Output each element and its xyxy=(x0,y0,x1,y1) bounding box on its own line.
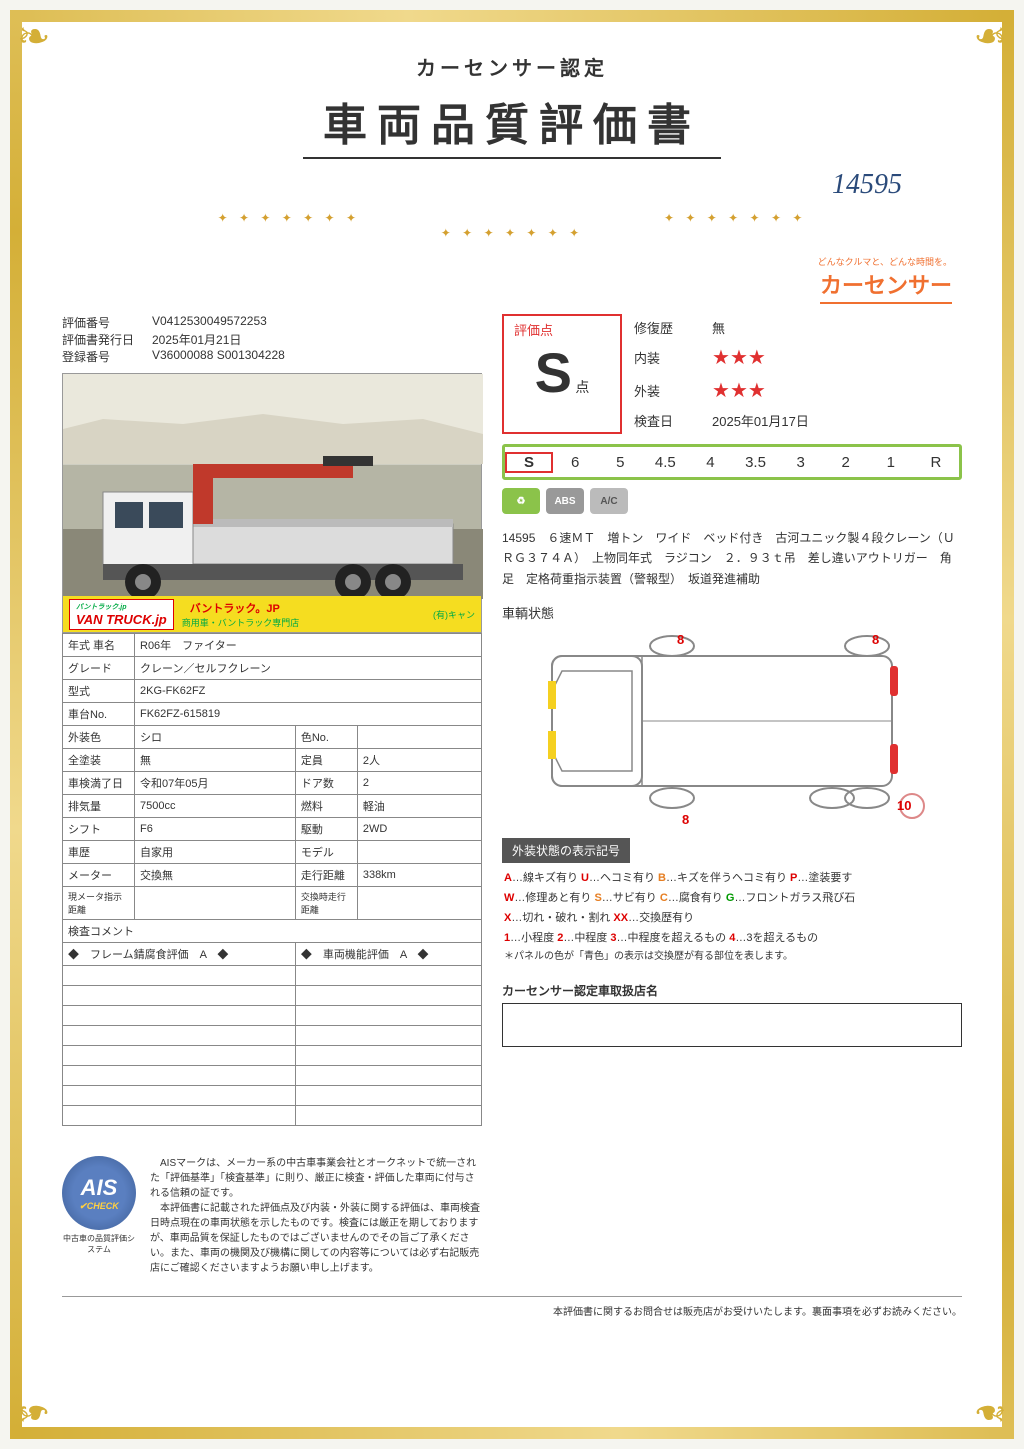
issue-date-label: 評価書発行日 xyxy=(62,331,152,348)
banner-tag: (有)キャン xyxy=(433,608,475,621)
interior-stars: ★★★ xyxy=(712,345,766,370)
brand-block: どんなクルマと、どんな時間を。 カーセンサー xyxy=(62,255,962,304)
ais-logo-wrap: AIS ✔CHECK 中古車の品質評価システム xyxy=(62,1156,136,1255)
repair-label: 修復歴 xyxy=(634,318,694,337)
corner-ornament: ❧ xyxy=(17,17,67,67)
condition-label: 車輌状態 xyxy=(502,603,962,622)
scale-tick: 6 xyxy=(553,454,598,471)
legend-body: A…線キズ有り U…ヘコミ有り B…キズを伴うヘコミ有り P…塗装要すW…修理あ… xyxy=(502,863,962,972)
dealer-title: カーセンサー認定車取扱店名 xyxy=(502,982,962,999)
legend-title: 外装状態の表示記号 xyxy=(502,838,630,863)
exterior-label: 外装 xyxy=(634,381,694,400)
left-column: 評価番号V0412530049572253 評価書発行日2025年01月21日 … xyxy=(62,314,482,1276)
ais-caption: 中古車の品質評価システム xyxy=(62,1233,136,1255)
brand-tagline: どんなクルマと、どんな時間を。 xyxy=(62,255,952,268)
spec-value: R06年 ファイター xyxy=(135,634,482,657)
corner-ornament: ❧ xyxy=(957,1382,1007,1432)
vehicle-description: 14595 ６速ＭＴ 増トン ワイド ベッド付き 古河ユニック製４段クレーン（Ｕ… xyxy=(502,528,962,589)
handwritten-number: 14595 xyxy=(62,169,902,201)
feature-badges: ♻ ABS A/C xyxy=(502,488,962,514)
diagram-mark: 8 xyxy=(872,632,879,647)
photo-banner: バントラック.jpVAN TRUCK.jp バントラック。JP 商用車・バントラ… xyxy=(63,596,481,632)
grade-value: S xyxy=(535,341,572,404)
scale-tick: R xyxy=(914,454,959,471)
truck-schematic xyxy=(502,626,942,826)
certification-subtitle: カーセンサー認定 xyxy=(62,52,962,81)
reg-no: V36000088 S001304228 xyxy=(152,348,285,365)
badge-abs: ABS xyxy=(546,488,584,514)
banner-sub: 商用車・バントラック専門店 xyxy=(182,618,299,628)
spec-label: 年式 車名 xyxy=(63,634,135,657)
reg-no-label: 登録番号 xyxy=(62,348,152,365)
inspect-date-label: 検査日 xyxy=(634,411,694,430)
grade-unit: 点 xyxy=(575,379,589,395)
rating-rows: 修復歴無 内装 ★★★ 外装 ★★★ 検査日 2025年01月17日 xyxy=(634,314,962,434)
issue-date: 2025年01月21日 xyxy=(152,331,241,348)
corner-ornament: ❧ xyxy=(17,1382,67,1432)
certificate-page: ❧ ❧ ❧ ❧ カーセンサー認定 車両品質評価書 14595 ✦ ✦ ✦ ✦ ✦… xyxy=(10,10,1014,1439)
title-block: カーセンサー認定 車両品質評価書 xyxy=(62,52,962,159)
badge-recycle-icon: ♻ xyxy=(502,488,540,514)
truck-illustration xyxy=(63,374,483,634)
diagram-mark: 10 xyxy=(897,798,911,813)
footer-note: 本評価書に関するお問合せは販売店がお受けいたします。裏面事項を必ずお読みください… xyxy=(62,1296,962,1318)
repair-value: 無 xyxy=(712,318,725,337)
condition-diagram: 8 8 8 10 xyxy=(502,626,962,826)
badge-ac: A/C xyxy=(590,488,628,514)
rating-scale: S654.543.5321R xyxy=(502,444,962,480)
legend-box: 外装状態の表示記号 A…線キズ有り U…ヘコミ有り B…キズを伴うヘコミ有り P… xyxy=(502,838,962,972)
content-columns: 評価番号V0412530049572253 評価書発行日2025年01月21日 … xyxy=(62,314,962,1276)
ais-logo: AIS ✔CHECK xyxy=(62,1156,136,1230)
vehicle-photo: バントラック.jpVAN TRUCK.jp バントラック。JP 商用車・バントラ… xyxy=(62,373,482,633)
meta-info: 評価番号V0412530049572253 評価書発行日2025年01月21日 … xyxy=(62,314,482,365)
eval-no-label: 評価番号 xyxy=(62,314,152,331)
scale-tick: 3 xyxy=(779,454,824,471)
diagram-mark: 8 xyxy=(682,812,689,827)
dealer-box: カーセンサー認定車取扱店名 xyxy=(502,982,962,1047)
scale-tick: 1 xyxy=(869,454,914,471)
scale-tick: 2 xyxy=(824,454,869,471)
interior-label: 内装 xyxy=(634,348,694,367)
star-divider: ✦ ✦ ✦ ✦ ✦ ✦ ✦ ✦ ✦ ✦ ✦ ✦ ✦ ✦ ✦ ✦ ✦ ✦ ✦ ✦ … xyxy=(62,209,962,240)
spec-table: 年式 車名R06年 ファイター グレードクレーン／セルフクレーン 型式2KG-F… xyxy=(62,633,482,1126)
inspect-date: 2025年01月17日 xyxy=(712,411,809,430)
scale-tick: 4 xyxy=(688,454,733,471)
diagram-mark: 8 xyxy=(677,632,684,647)
banner-main: バントラック。JP xyxy=(190,603,280,615)
dealer-name-field xyxy=(502,1003,962,1047)
grade-box: 評価点 S 点 xyxy=(502,314,622,434)
scale-tick: 3.5 xyxy=(733,454,778,471)
ais-text: AISマークは、メーカー系の中古車事業会社とオークネットで統一された「評価基準」… xyxy=(150,1156,482,1276)
eval-no: V0412530049572253 xyxy=(152,314,267,331)
exterior-stars: ★★★ xyxy=(712,378,766,403)
certificate-title: 車両品質評価書 xyxy=(303,89,721,159)
grade-label: 評価点 xyxy=(508,320,616,339)
brand-logo: カーセンサー xyxy=(820,268,952,304)
right-column: 評価点 S 点 修復歴無 内装★★★ 外装★★★ 検査日2025年01月17日 … xyxy=(502,314,962,1276)
evaluation-box: 評価点 S 点 修復歴無 内装★★★ 外装★★★ 検査日2025年01月17日 … xyxy=(502,314,962,1047)
scale-tick: 4.5 xyxy=(643,454,688,471)
corner-ornament: ❧ xyxy=(957,17,1007,67)
vantruck-logo: バントラック.jpVAN TRUCK.jp xyxy=(69,599,174,630)
scale-tick: S xyxy=(505,452,553,473)
scale-tick: 5 xyxy=(598,454,643,471)
ais-block: AIS ✔CHECK 中古車の品質評価システム AISマークは、メーカー系の中古… xyxy=(62,1156,482,1276)
